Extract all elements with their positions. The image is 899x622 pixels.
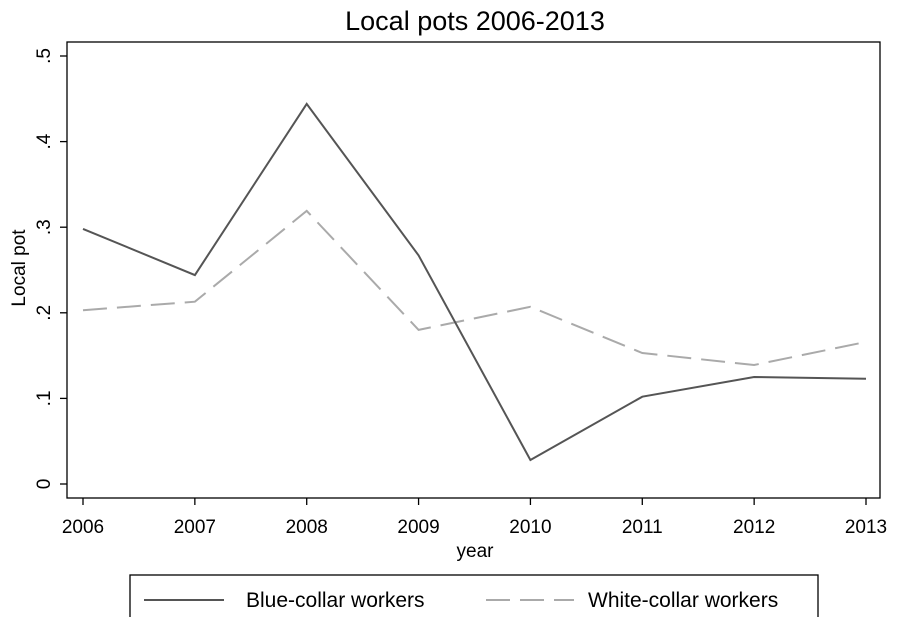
y-tick-label: 0 (34, 479, 55, 490)
y-tick-label: .3 (34, 219, 55, 235)
x-tick-label: 2013 (845, 517, 887, 538)
x-tick-label: 2011 (622, 517, 663, 538)
y-axis: 0 .1 .2 .3 .4 .5 (34, 48, 67, 489)
x-tick-label: 2006 (62, 517, 104, 538)
series-line-blue-collar (82, 102, 867, 462)
y-tick-label: .2 (34, 305, 55, 321)
plot-frame (66, 41, 881, 499)
x-axis-title: year (457, 541, 495, 562)
x-tick-label: 2007 (174, 517, 216, 538)
x-axis: 2006 2007 2008 2009 2010 2011 2012 2013 (62, 498, 887, 538)
series-layer (82, 102, 867, 462)
y-tick-label: .4 (34, 133, 55, 149)
x-tick-label: 2009 (397, 517, 439, 538)
chart-title: Local pots 2006-2013 (345, 6, 605, 36)
legend-label-white-collar: White-collar workers (588, 589, 778, 612)
legend-box (129, 574, 819, 620)
x-tick-label: 2012 (733, 517, 775, 538)
series-line-white-collar (82, 209, 867, 367)
x-tick-label: 2010 (509, 517, 551, 538)
x-tick-label: 2008 (286, 517, 328, 538)
y-tick-label: .1 (34, 390, 55, 406)
legend-label-blue-collar: Blue-collar workers (246, 589, 425, 612)
y-axis-title: Local pot (9, 229, 30, 307)
legend: Blue-collar workers White-collar workers (129, 574, 819, 620)
y-tick-label: .5 (34, 48, 55, 64)
